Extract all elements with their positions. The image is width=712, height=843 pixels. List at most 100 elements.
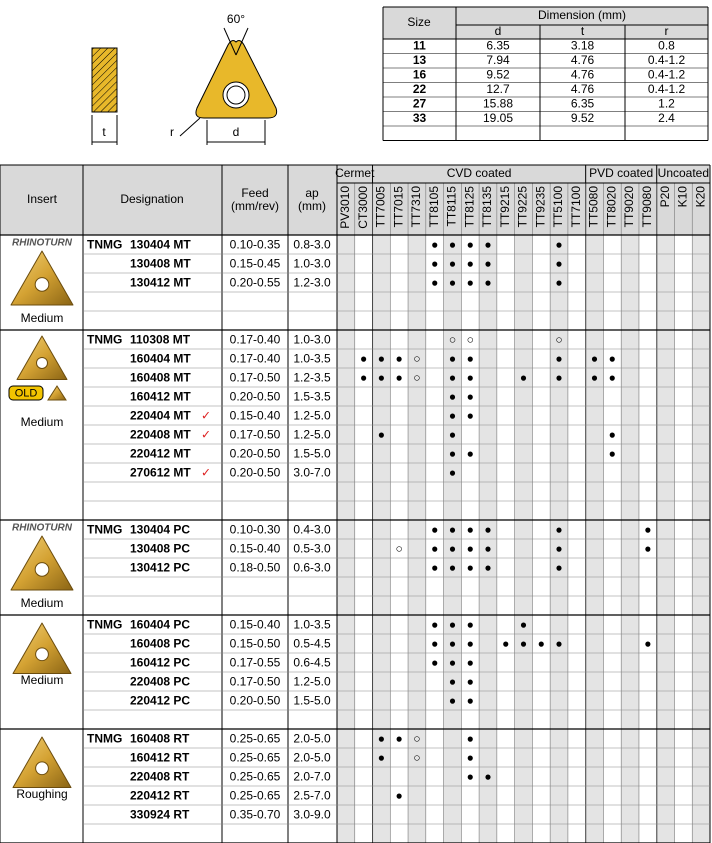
depth-of-cut: 0.4-3.0	[293, 523, 331, 537]
grade-mark: ●	[431, 618, 438, 632]
old-label: OLD	[15, 387, 38, 399]
grade-mark: ●	[467, 523, 474, 537]
grade-mark: ●	[449, 694, 456, 708]
grade-group: Cermet	[335, 166, 375, 180]
size-cell: 27	[413, 96, 427, 110]
grade-name: K10	[676, 186, 690, 208]
grade-mark: ●	[555, 238, 562, 252]
grade-mark: ●	[520, 618, 527, 632]
grade-group: CVD coated	[447, 166, 512, 180]
grade-mark: ●	[467, 276, 474, 290]
designation: 110308 MT	[130, 333, 191, 347]
grade-name: TT5100	[551, 186, 565, 228]
feed: 0.15-0.40	[230, 409, 281, 423]
cell: 15.88	[483, 96, 513, 110]
feed: 0.17-0.50	[230, 675, 281, 689]
cell: 4.76	[571, 82, 595, 96]
grade-mark: ●	[449, 561, 456, 575]
designation-prefix: TNMG	[87, 523, 122, 537]
feed: 0.25-0.65	[230, 751, 281, 765]
feed: 0.15-0.45	[230, 257, 281, 271]
grade-name: TT7310	[409, 186, 423, 228]
grade-mark: ●	[644, 523, 651, 537]
cell: 9.52	[486, 67, 510, 81]
grade-mark: ●	[467, 257, 474, 271]
depth-of-cut: 1.5-5.0	[293, 694, 331, 708]
grade-mark: ●	[484, 561, 491, 575]
feed: 0.18-0.50	[230, 561, 281, 575]
grade-mark: ●	[484, 276, 491, 290]
grade-mark: ●	[520, 371, 527, 385]
grade-mark: ●	[396, 789, 403, 803]
insert-hole	[35, 647, 49, 662]
cell: 19.05	[483, 111, 513, 125]
grade-mark: ●	[467, 390, 474, 404]
grade-mark: ●	[449, 409, 456, 423]
designation: 130408 MT	[130, 257, 191, 271]
grade-mark: ●	[378, 751, 385, 765]
feed: 0.17-0.50	[230, 428, 281, 442]
insert-drawing: 60° t d r	[91, 12, 278, 145]
grade-name: TT7005	[374, 186, 388, 228]
grade-mark: ○	[449, 333, 456, 347]
dim-label: r	[170, 125, 174, 139]
grade-mark: ●	[431, 561, 438, 575]
grade-mark: ●	[467, 409, 474, 423]
feed: 0.20-0.50	[230, 447, 281, 461]
cell: 4.76	[571, 53, 595, 67]
grade-mark: ○	[413, 352, 420, 366]
feed: 0.35-0.70	[230, 808, 281, 822]
grade-mark: ●	[449, 276, 456, 290]
designation: 130404 PC	[130, 523, 190, 537]
depth-of-cut: 1.2-5.0	[293, 409, 331, 423]
grade-mark: ●	[467, 751, 474, 765]
grade-name: PV3010	[338, 186, 352, 229]
depth-of-cut: 1.0-3.0	[293, 333, 331, 347]
grade-mark: ●	[449, 390, 456, 404]
cell: 2.4	[658, 111, 675, 125]
cell: 6.35	[571, 96, 595, 110]
cell: 0.8	[658, 38, 675, 52]
grade-mark: ●	[449, 656, 456, 670]
cutting-type: Roughing	[16, 787, 67, 801]
cell: 6.35	[486, 38, 510, 52]
grade-mark: ●	[449, 618, 456, 632]
grade-mark: ●	[520, 637, 527, 651]
grade-name: TT7100	[569, 186, 583, 228]
feed: 0.20-0.50	[230, 390, 281, 404]
grade-mark: ●	[360, 371, 367, 385]
feed: 0.10-0.30	[230, 523, 281, 537]
feed: 0.17-0.40	[230, 352, 281, 366]
grade-name: CT3000	[356, 186, 370, 229]
depth-of-cut: 0.8-3.0	[293, 238, 331, 252]
grade-name: TT8105	[427, 186, 441, 228]
feed: 0.25-0.65	[230, 789, 281, 803]
header-cell: Feed	[241, 186, 268, 200]
grade-name: TT8125	[462, 186, 476, 228]
depth-of-cut: 1.5-5.0	[293, 447, 331, 461]
grade-group: PVD coated	[589, 166, 653, 180]
designation: 220408 RT	[130, 770, 190, 784]
designation: 220412 PC	[130, 694, 190, 708]
grade-group: Uncoated	[658, 166, 709, 180]
cutting-type: Medium	[21, 415, 64, 429]
grade-mark: ○	[413, 371, 420, 385]
grade-mark: ●	[555, 371, 562, 385]
grade-mark: ●	[449, 523, 456, 537]
grade-name: TT8135	[480, 186, 494, 228]
grade-mark: ●	[449, 542, 456, 556]
designation: 220412 RT	[130, 789, 190, 803]
insert-hole	[35, 761, 49, 776]
grade-mark: ●	[467, 675, 474, 689]
grade-mark: ●	[609, 371, 616, 385]
grade-mark: ●	[449, 466, 456, 480]
depth-of-cut: 1.2-3.5	[293, 371, 331, 385]
depth-of-cut: 0.5-4.5	[293, 637, 331, 651]
designation: 160404 MT	[130, 352, 191, 366]
grade-mark: ●	[467, 732, 474, 746]
grade-mark: ●	[378, 732, 385, 746]
grade-mark: ●	[449, 447, 456, 461]
dim-label: d	[233, 125, 240, 139]
designation: 160412 RT	[130, 751, 190, 765]
depth-of-cut: 1.0-3.5	[293, 618, 331, 632]
